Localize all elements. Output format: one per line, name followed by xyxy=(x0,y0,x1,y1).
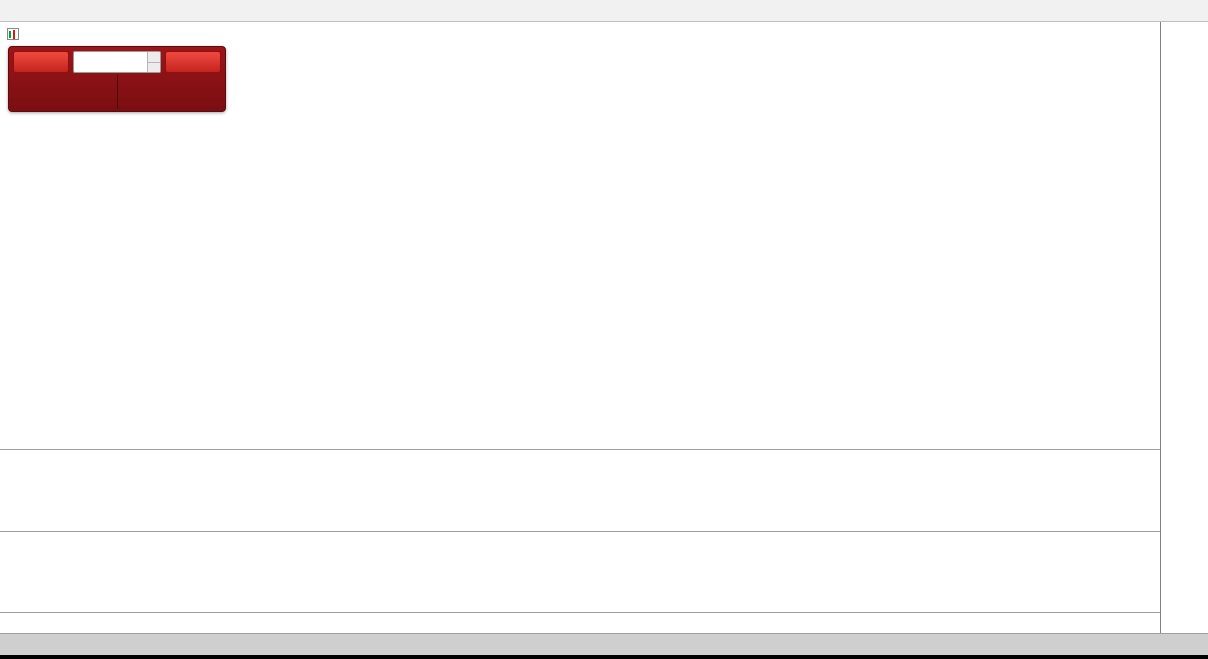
volume-field[interactable] xyxy=(73,51,161,73)
macd-pane[interactable] xyxy=(0,450,1160,531)
chart-ohlc-header xyxy=(7,28,54,40)
rsi-pane[interactable] xyxy=(0,532,1160,612)
chart-icon xyxy=(7,28,19,40)
macd-chart[interactable] xyxy=(0,450,1160,531)
buy-price[interactable] xyxy=(118,75,222,109)
volume-stepper[interactable] xyxy=(147,52,160,72)
sell-button[interactable] xyxy=(13,51,69,73)
pane-separator[interactable] xyxy=(0,449,1208,450)
spinner-up-icon[interactable] xyxy=(148,52,160,62)
one-click-trading-panel xyxy=(8,46,226,112)
main-price-pane[interactable] xyxy=(0,22,1160,449)
volume-value[interactable] xyxy=(74,52,147,72)
price-axis[interactable] xyxy=(1160,22,1208,633)
date-axis[interactable] xyxy=(0,613,1160,633)
timeframe-toolbar xyxy=(0,0,1208,22)
rsi-label xyxy=(7,535,12,546)
bottom-edge xyxy=(0,655,1208,659)
pane-separator xyxy=(0,612,1208,613)
rsi-chart[interactable] xyxy=(0,532,1160,612)
spinner-down-icon[interactable] xyxy=(148,61,160,72)
price-divider xyxy=(116,75,118,109)
buy-button[interactable] xyxy=(165,51,221,73)
macd-label xyxy=(7,453,17,464)
sell-price[interactable] xyxy=(13,75,117,109)
chart-area[interactable] xyxy=(0,22,1208,633)
pane-separator[interactable] xyxy=(0,531,1208,532)
chart-tabs-bar xyxy=(0,633,1208,655)
